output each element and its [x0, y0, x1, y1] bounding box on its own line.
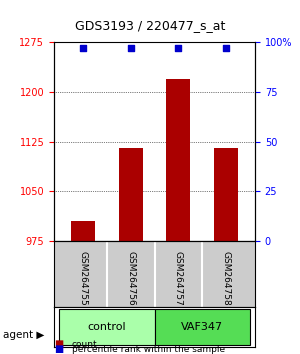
Bar [71, 221, 95, 241]
Text: agent ▶: agent ▶ [3, 330, 44, 339]
Bar [118, 148, 142, 241]
Text: GSM264758: GSM264758 [222, 251, 231, 306]
Point [80, 46, 85, 51]
Bar [214, 148, 238, 241]
Point [224, 46, 229, 51]
Text: control: control [87, 322, 126, 332]
Text: GSM264757: GSM264757 [174, 251, 183, 306]
Point [176, 46, 181, 51]
Text: count: count [72, 340, 98, 349]
FancyBboxPatch shape [59, 309, 154, 345]
Text: GSM264756: GSM264756 [126, 251, 135, 306]
Text: GSM264755: GSM264755 [78, 251, 87, 306]
FancyBboxPatch shape [154, 309, 250, 345]
Text: GDS3193 / 220477_s_at: GDS3193 / 220477_s_at [75, 19, 225, 32]
Text: ■: ■ [54, 344, 63, 354]
Text: percentile rank within the sample: percentile rank within the sample [72, 345, 225, 354]
Point [128, 46, 133, 51]
Text: VAF347: VAF347 [181, 322, 224, 332]
Bar [167, 79, 191, 241]
Text: ■: ■ [54, 339, 63, 349]
